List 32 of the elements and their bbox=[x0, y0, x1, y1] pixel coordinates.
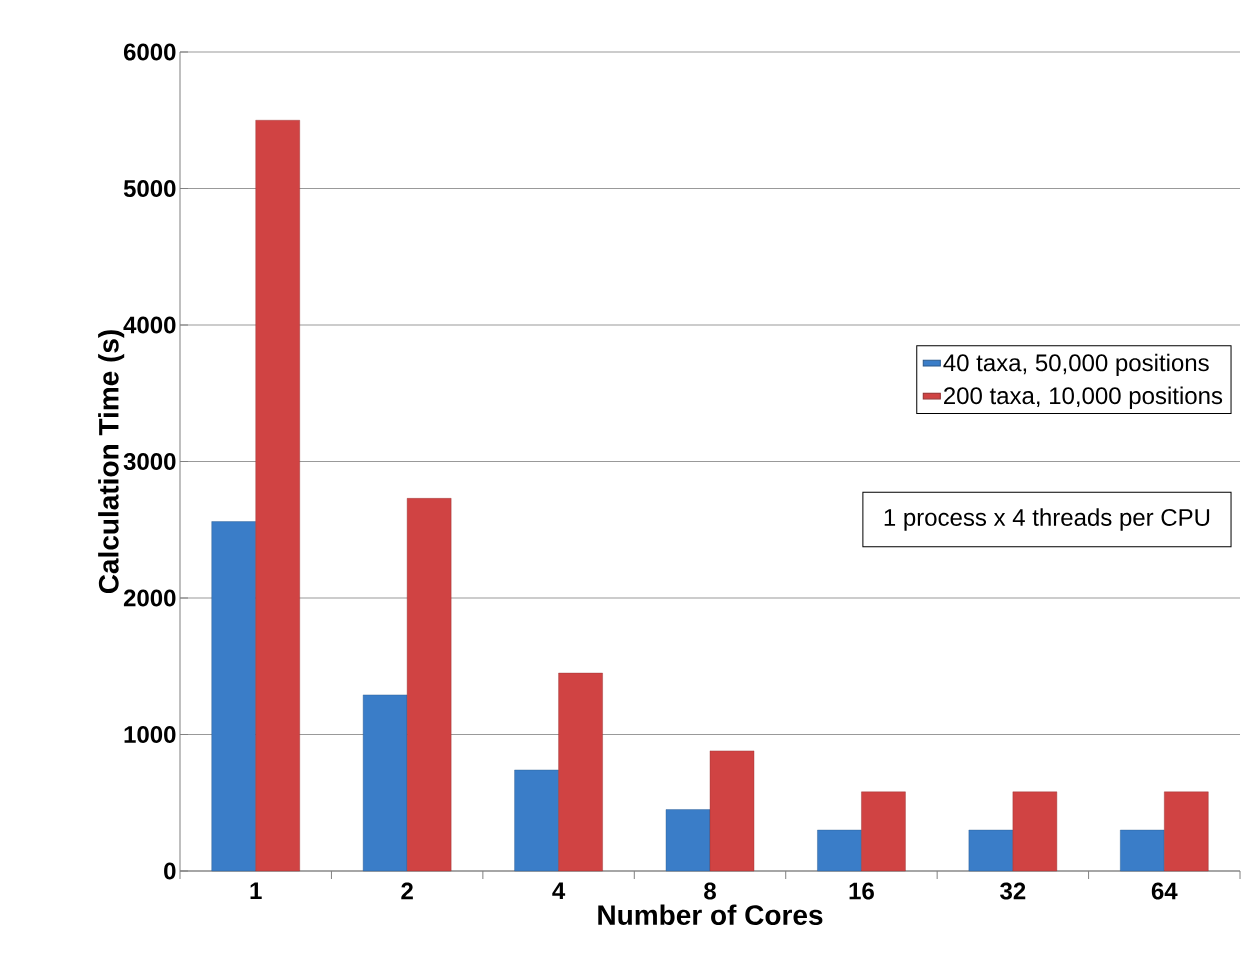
bar bbox=[1120, 829, 1165, 872]
bar bbox=[665, 809, 711, 872]
bar bbox=[1164, 791, 1209, 872]
bar bbox=[861, 791, 906, 872]
bar bbox=[817, 829, 862, 872]
x-tick-label: 4 bbox=[552, 882, 566, 900]
bar bbox=[968, 829, 1014, 872]
bar bbox=[406, 498, 452, 872]
annotation: 1 process x 4 threads per CPU bbox=[884, 508, 1210, 531]
x-tick-label: 2 bbox=[401, 882, 413, 900]
bar bbox=[514, 769, 559, 872]
bar bbox=[709, 750, 755, 872]
y-tick-label: 4000 bbox=[123, 316, 176, 334]
y-tick-label: 0 bbox=[164, 862, 176, 880]
y-tick-label: 5000 bbox=[123, 180, 176, 197]
x-tick-label: 1 bbox=[250, 882, 262, 900]
x-tick-label: 64 bbox=[1151, 882, 1178, 900]
legend-label: 40 taxa, 50,000 positions bbox=[943, 353, 1209, 377]
x-tick-label: 32 bbox=[1000, 882, 1026, 900]
bar bbox=[362, 694, 408, 872]
bar bbox=[558, 672, 603, 872]
x-tick-label: 8 bbox=[704, 882, 716, 900]
y-tick-label: 2000 bbox=[123, 589, 176, 607]
y-tick-label: 1000 bbox=[124, 726, 176, 743]
bar bbox=[255, 120, 300, 872]
y-tick-label: 3000 bbox=[123, 452, 176, 471]
legend-label: 200 taxa, 10,000 positions bbox=[944, 386, 1223, 409]
x-tick-label: 16 bbox=[849, 882, 874, 900]
bar bbox=[1012, 791, 1058, 872]
y-tick-label: 6000 bbox=[123, 43, 176, 61]
bar bbox=[211, 521, 256, 872]
x-axis-title: Number of Cores bbox=[598, 904, 823, 925]
